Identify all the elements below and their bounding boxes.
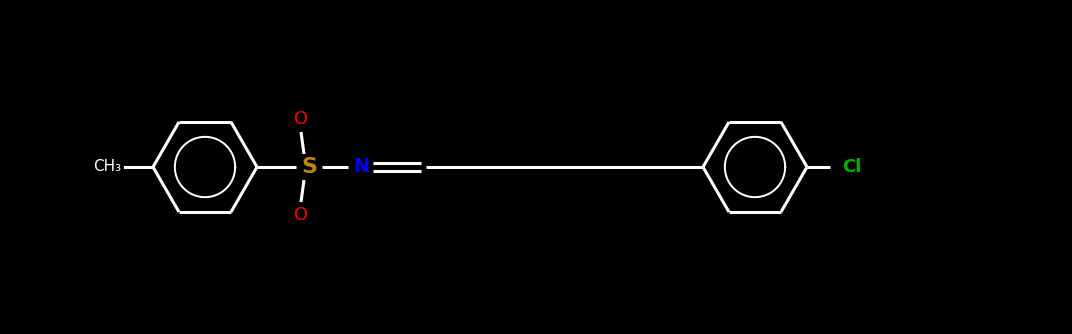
Text: S: S: [301, 157, 317, 177]
Text: Cl: Cl: [842, 158, 862, 176]
Text: O: O: [294, 206, 308, 224]
Text: CH₃: CH₃: [93, 160, 121, 174]
Text: N: N: [353, 158, 369, 176]
Text: O: O: [294, 110, 308, 128]
